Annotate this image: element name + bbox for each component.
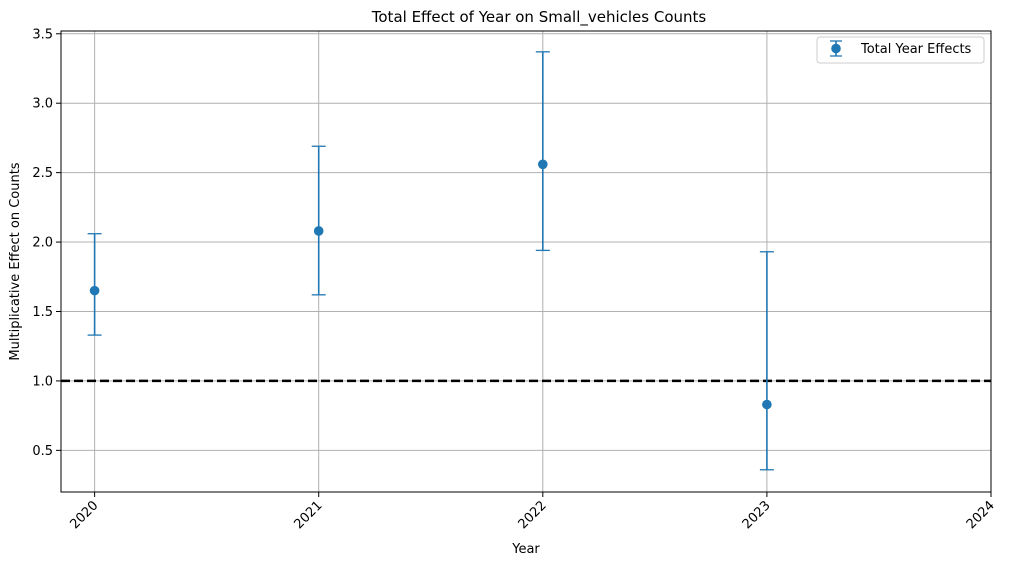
series-group [87,51,774,471]
y-tick-label: 0.5 [32,444,53,459]
data-point [89,285,100,296]
y-tick-label: 3.0 [32,97,53,112]
y-tick-label: 3.5 [32,27,53,42]
data-point [313,226,324,236]
x-axis-label: Year [511,542,540,557]
legend-marker [830,40,842,57]
y-tick-label: 1.0 [32,374,53,389]
data-point [538,159,548,170]
plot-frame [60,30,992,493]
y-tick-label: 2.0 [32,236,53,251]
y-axis: 0.5 1.0 1.5 2.0 2.5 3.0 3.5 [32,27,61,459]
y-tick-label: 2.5 [32,166,53,181]
legend-point [831,43,841,54]
chart-title: Total Effect of Year on Small_vehicles C… [371,8,707,27]
legend: Total Year Effects [816,36,985,64]
y-axis-label: Multiplicative Effect on Counts [8,162,23,360]
legend-box [816,36,985,64]
data-point [762,399,772,410]
legend-label: Total Year Effects [860,42,972,57]
y-tick-label: 1.5 [32,305,53,320]
